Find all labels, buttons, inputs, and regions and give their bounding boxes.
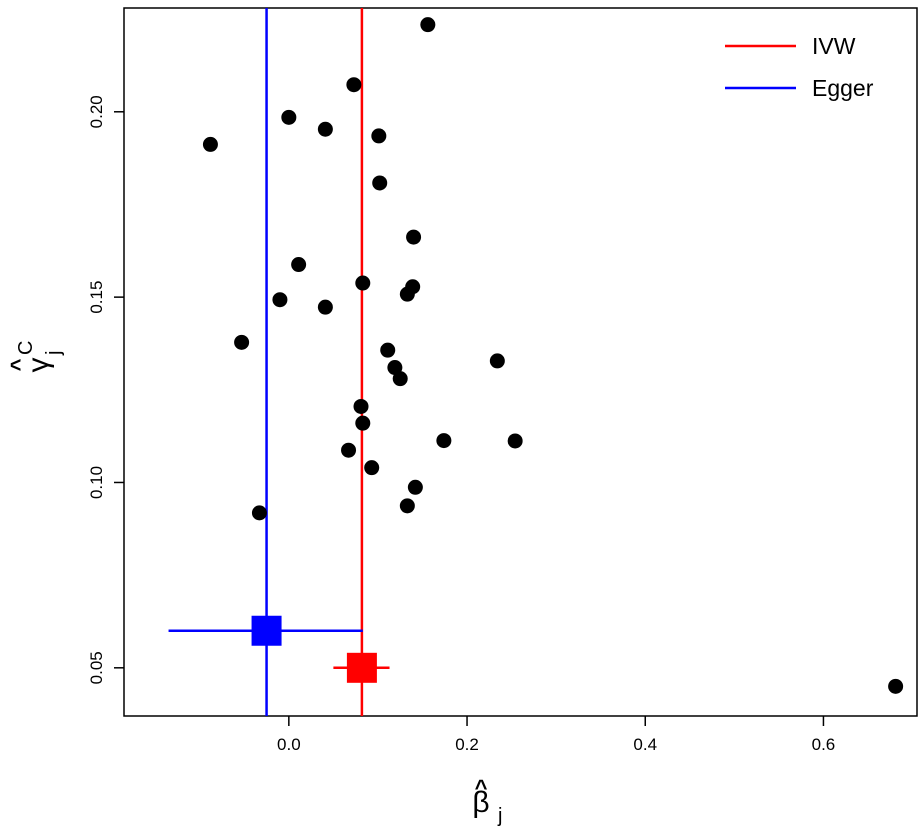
y-axis-label: ^ γ j C xyxy=(6,341,65,373)
y-tick-label: 0.15 xyxy=(87,281,106,314)
data-point xyxy=(888,678,904,694)
y-label-symbol: γ xyxy=(22,358,55,373)
legend-label: Egger xyxy=(812,75,874,101)
y-tick-label: 0.20 xyxy=(87,95,106,128)
data-point xyxy=(371,128,387,144)
plot-frame xyxy=(123,7,918,717)
y-label-subscript: j xyxy=(43,351,65,356)
data-point xyxy=(372,175,388,191)
x-tick-label: 0.0 xyxy=(277,735,301,754)
data-point xyxy=(507,433,523,449)
legend-label: IVW xyxy=(812,33,856,59)
estimate-markers xyxy=(251,615,377,683)
data-point xyxy=(317,121,333,137)
data-point xyxy=(489,353,505,369)
data-point xyxy=(346,77,362,93)
x-axis-ticks: 0.0 0.2 0.4 0.6 xyxy=(277,716,835,754)
data-point xyxy=(291,257,307,273)
data-point xyxy=(406,229,422,245)
data-point xyxy=(341,442,357,458)
data-point xyxy=(355,275,371,291)
data-point xyxy=(251,505,267,521)
data-point xyxy=(399,286,415,302)
data-point xyxy=(392,371,408,387)
data-point xyxy=(407,479,423,495)
data-points xyxy=(202,17,904,694)
data-point xyxy=(399,498,415,514)
x-axis-label: ^ β j xyxy=(472,775,502,827)
x-label-hat: ^ xyxy=(475,775,488,800)
egger-estimate-marker xyxy=(251,615,282,646)
data-point xyxy=(436,433,452,449)
y-tick-label: 0.05 xyxy=(87,651,106,684)
data-point xyxy=(380,342,396,358)
y-axis-ticks: 0.05 0.10 0.15 0.20 xyxy=(87,95,124,684)
data-point xyxy=(364,460,380,476)
data-point xyxy=(272,292,288,308)
y-tick-label: 0.10 xyxy=(87,466,106,499)
data-point xyxy=(420,17,436,33)
legend: IVW Egger xyxy=(725,33,874,101)
y-label-superscript: C xyxy=(15,341,37,355)
y-label-hat: ^ xyxy=(6,358,31,371)
data-point xyxy=(317,299,333,315)
x-label-subscript: j xyxy=(497,805,502,827)
x-tick-label: 0.4 xyxy=(633,735,657,754)
data-point xyxy=(353,398,369,414)
ivw-estimate-marker xyxy=(346,652,377,683)
x-tick-label: 0.2 xyxy=(455,735,479,754)
data-point xyxy=(281,109,297,125)
estimate-lines xyxy=(168,8,390,716)
x-label-symbol: β xyxy=(472,786,489,819)
data-point xyxy=(202,136,218,152)
data-point xyxy=(234,334,250,350)
data-point xyxy=(387,360,403,376)
x-tick-label: 0.6 xyxy=(812,735,836,754)
data-point xyxy=(355,415,371,431)
